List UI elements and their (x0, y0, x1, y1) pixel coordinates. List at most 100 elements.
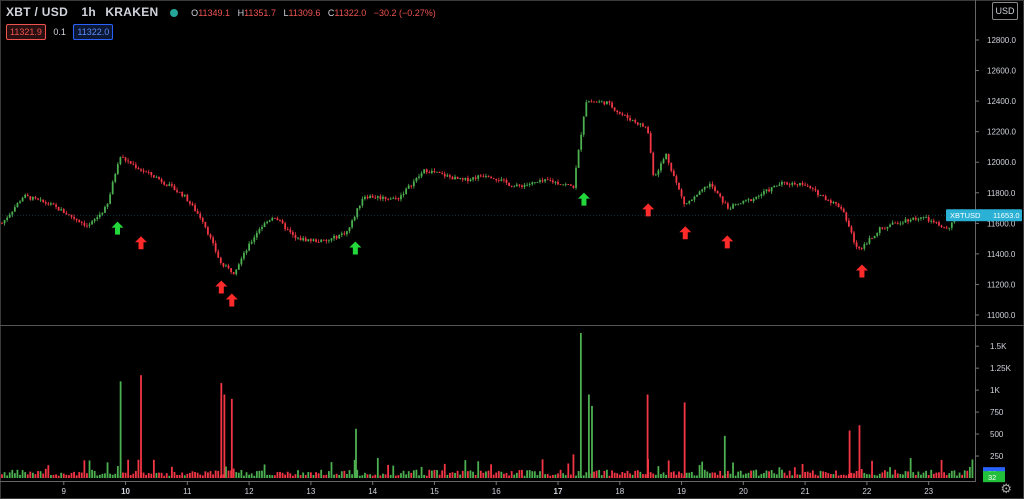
volume-bar (127, 459, 130, 478)
candle-body (567, 184, 570, 186)
buy-price-button[interactable]: 11322.0 (73, 24, 114, 40)
candle-body (436, 171, 438, 173)
candle-body (734, 204, 737, 205)
volume-bar (412, 470, 415, 478)
volume-tick-label: 750 (990, 408, 1004, 417)
volume-bar (356, 469, 359, 478)
candle-body (96, 217, 99, 220)
volume-bar (369, 474, 371, 478)
candle-body (634, 119, 637, 123)
candle-body (554, 181, 557, 183)
candle-body (842, 208, 845, 213)
volume-bar (801, 463, 804, 478)
volume-last-tag (983, 471, 1005, 483)
candle-body (891, 222, 894, 225)
candle-body (268, 220, 271, 222)
volume-bar (402, 470, 405, 478)
candle-body (346, 231, 348, 235)
candle-body (320, 239, 323, 242)
price-tick-label: 11000.0 (987, 311, 1016, 320)
volume-bar (896, 473, 899, 478)
volume-bar (209, 471, 212, 478)
volume-bar (734, 475, 737, 478)
volume-bar (235, 472, 238, 478)
currency-button[interactable]: USD (992, 2, 1018, 20)
candle-body (474, 177, 477, 179)
candle-body (55, 204, 57, 207)
candle-body (884, 228, 886, 230)
volume-bar (284, 474, 287, 478)
volume-bar (503, 473, 505, 478)
volume-bar (845, 475, 848, 478)
volume-spike-bar (220, 383, 223, 478)
price-pane (1, 99, 974, 276)
candle-body (585, 102, 588, 117)
volume-bar (894, 469, 897, 478)
candle-body (600, 101, 603, 103)
volume-bar (778, 467, 781, 478)
candle-body (672, 170, 675, 177)
candle-body (93, 219, 96, 222)
volume-spike-bar (355, 428, 357, 478)
candle-body (250, 241, 253, 244)
volume-bar (961, 474, 964, 478)
volume-bar (616, 473, 619, 478)
candle-body (243, 252, 245, 259)
candle-body (773, 185, 776, 188)
candle-body (639, 123, 642, 125)
candle-body (685, 203, 688, 205)
symbol-label[interactable]: XBT / USD (6, 5, 69, 19)
volume-bar (886, 471, 889, 478)
candle-body (950, 222, 953, 228)
volume-bar (567, 463, 570, 478)
volume-bar (528, 470, 531, 478)
price-tick-label: 11400.0 (987, 250, 1016, 259)
candle-body (904, 219, 907, 223)
candle-body (644, 126, 647, 128)
volume-bar (922, 472, 925, 478)
volume-bar (438, 474, 441, 478)
volume-spike-bar (587, 394, 590, 478)
volume-bar (487, 470, 490, 478)
volume-bar (467, 471, 469, 478)
volume-bar (328, 471, 330, 478)
volume-bar (289, 473, 292, 478)
volume-bar (330, 462, 333, 478)
volume-bar (163, 475, 166, 478)
sell-price-button[interactable]: 11321.9 (6, 24, 46, 40)
candle-body (922, 217, 925, 219)
candle-body (881, 227, 884, 229)
volume-bar (186, 473, 189, 478)
candle-body (302, 238, 305, 241)
candle-body (613, 107, 616, 111)
volume-bar (505, 472, 508, 478)
candle-body (690, 199, 693, 202)
candle-body (763, 191, 765, 195)
candle-body (598, 101, 601, 103)
volume-bar (809, 472, 812, 478)
candle-body (328, 240, 330, 242)
candle-body (616, 110, 619, 113)
volume-bar (351, 474, 353, 478)
volume-bar (456, 470, 459, 478)
volume-bar (672, 471, 675, 478)
candle-body (696, 194, 698, 197)
candle-body (781, 181, 783, 185)
candle-body (497, 180, 500, 182)
volume-bar (436, 470, 438, 478)
volume-bar (667, 460, 670, 478)
volume-bar (441, 470, 444, 478)
gear-icon[interactable]: ⚙ (1000, 481, 1012, 496)
volume-bar (170, 466, 173, 478)
volume-bar (945, 474, 948, 478)
volume-bar (966, 470, 969, 478)
volume-bar (925, 470, 927, 478)
candle-body (526, 184, 529, 186)
interval-label[interactable]: 1h (81, 5, 96, 19)
candle-body (201, 217, 204, 222)
volume-bar (279, 471, 281, 478)
candle-body (124, 157, 127, 161)
volume-bar (690, 471, 693, 478)
chart-legend: XBT / USD 1h KRAKEN O11349.1 H11351.7 L1… (6, 5, 441, 19)
